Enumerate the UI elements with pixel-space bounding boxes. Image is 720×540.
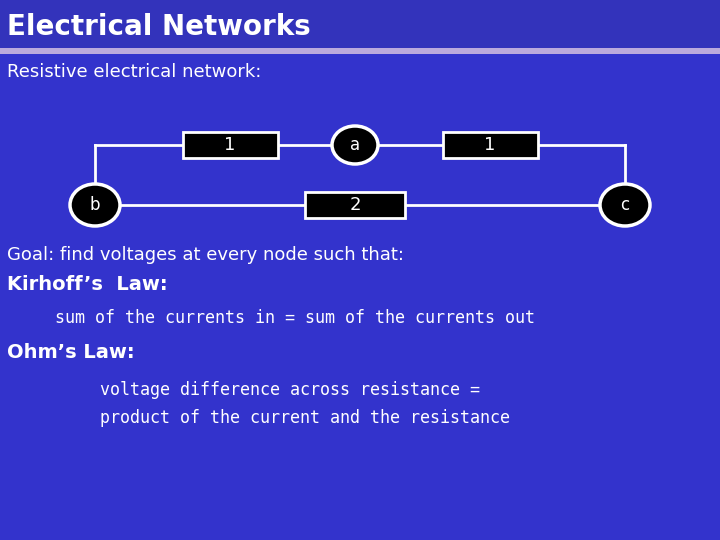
FancyBboxPatch shape (305, 192, 405, 218)
Text: 1: 1 (225, 136, 235, 154)
Text: c: c (621, 196, 629, 214)
Text: Ohm’s Law:: Ohm’s Law: (7, 343, 135, 362)
Ellipse shape (600, 184, 650, 226)
Text: b: b (90, 196, 100, 214)
FancyBboxPatch shape (0, 0, 720, 50)
FancyBboxPatch shape (443, 132, 538, 158)
Text: sum of the currents in = sum of the currents out: sum of the currents in = sum of the curr… (55, 309, 535, 327)
Text: Kirhoff’s  Law:: Kirhoff’s Law: (7, 275, 168, 294)
FancyBboxPatch shape (0, 48, 720, 54)
Text: voltage difference across resistance =: voltage difference across resistance = (100, 381, 480, 399)
Text: 2: 2 (349, 196, 361, 214)
FancyBboxPatch shape (182, 132, 277, 158)
Text: Electrical Networks: Electrical Networks (7, 13, 311, 41)
Text: Resistive electrical network:: Resistive electrical network: (7, 63, 261, 81)
Text: Goal: find voltages at every node such that:: Goal: find voltages at every node such t… (7, 246, 404, 264)
Text: product of the current and the resistance: product of the current and the resistanc… (100, 409, 510, 427)
Text: 1: 1 (485, 136, 495, 154)
Ellipse shape (70, 184, 120, 226)
Ellipse shape (332, 126, 378, 164)
Text: a: a (350, 136, 360, 154)
